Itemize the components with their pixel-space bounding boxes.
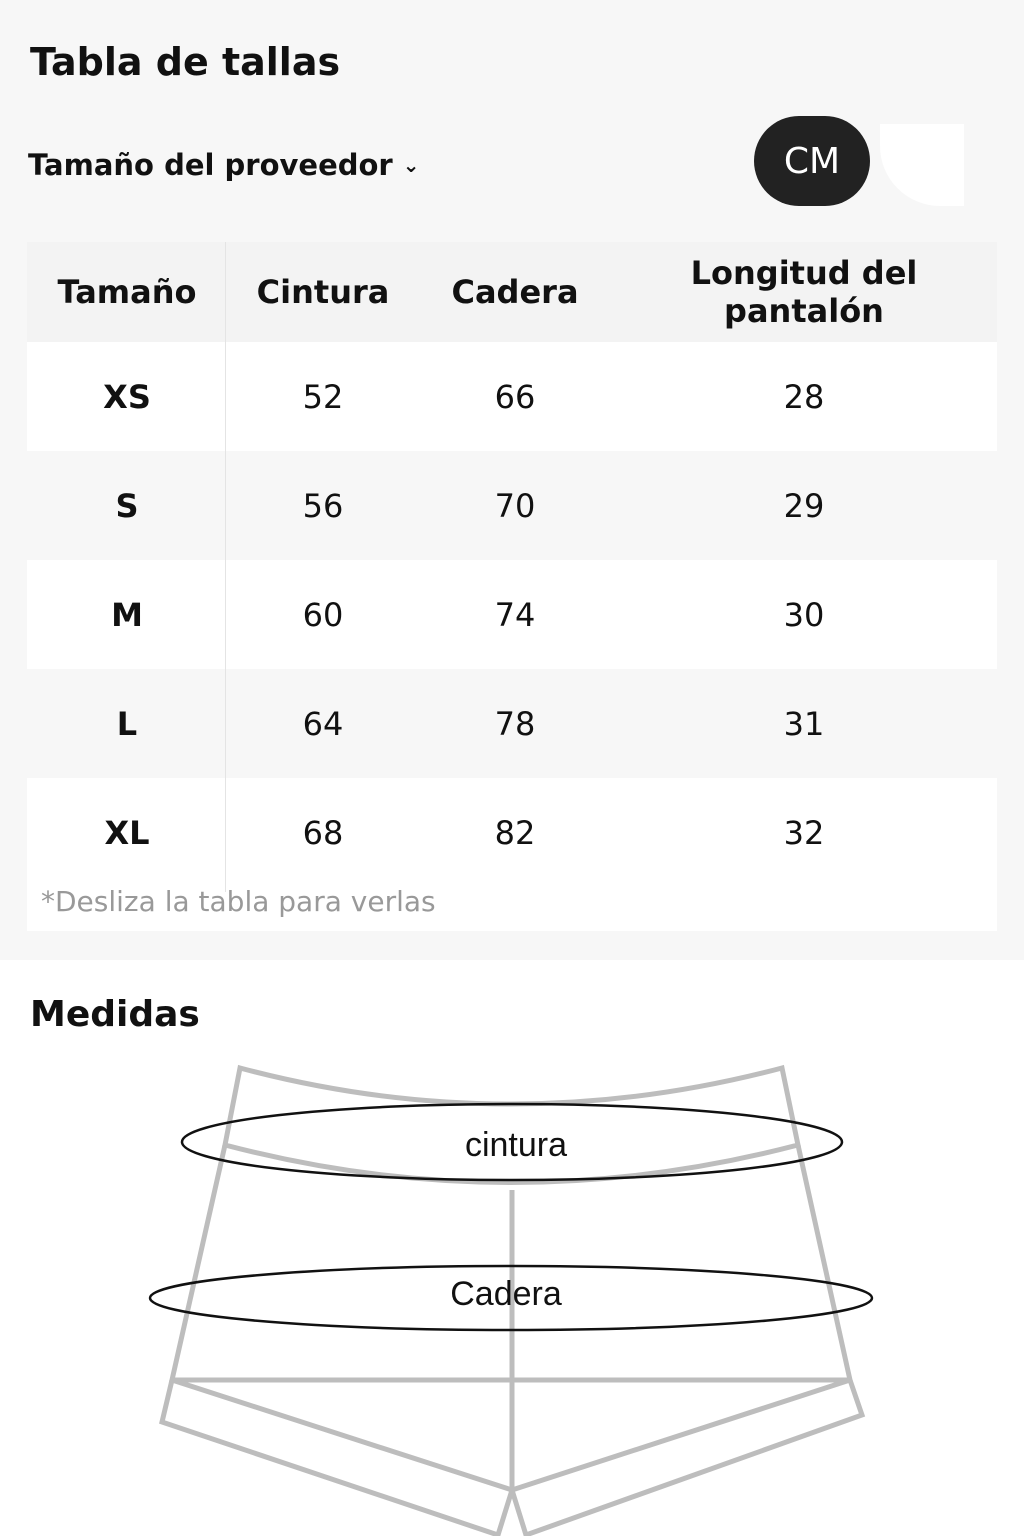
table-row: M 60 74 30: [27, 560, 997, 669]
size-table[interactable]: Tamaño Cintura Cadera Longitud del panta…: [27, 242, 997, 931]
table-row: XL 68 82 32: [27, 778, 997, 887]
hip-measure-line: [148, 1264, 874, 1332]
cell-size: XL: [104, 813, 150, 852]
header-hip: Cadera: [451, 273, 579, 311]
shorts-diagram: cintura Cadera: [148, 1064, 874, 1536]
table-row: XS 52 66 28: [27, 342, 997, 451]
cell-length: 31: [783, 704, 825, 743]
cell-size: M: [111, 595, 143, 634]
cell-size: L: [116, 704, 138, 743]
measurements-title: Medidas: [30, 994, 200, 1035]
header-waist: Cintura: [256, 273, 390, 311]
cell-waist: 56: [302, 486, 344, 525]
cell-hip: 78: [494, 704, 536, 743]
page-title: Tabla de tallas: [30, 40, 341, 84]
cell-length: 32: [783, 813, 825, 852]
cell-size: S: [115, 486, 139, 525]
supplier-size-label: Tamaño del proveedor: [28, 148, 393, 182]
cell-length: 29: [783, 486, 825, 525]
cell-waist: 60: [302, 595, 344, 634]
cell-waist: 68: [302, 813, 344, 852]
cell-hip: 70: [494, 486, 536, 525]
unit-cm-button[interactable]: CM: [754, 116, 870, 206]
waist-label: cintura: [465, 1126, 567, 1164]
table-row: L 64 78 31: [27, 669, 997, 778]
chevron-down-icon: ⌄: [402, 153, 420, 177]
cell-size: XS: [103, 377, 151, 416]
scroll-hint: *Desliza la tabla para verlas: [41, 885, 436, 918]
unit-toggle[interactable]: CM: [754, 116, 964, 208]
header-size: Tamaño: [57, 273, 197, 311]
cell-hip: 74: [494, 595, 536, 634]
cell-hip: 66: [494, 377, 536, 416]
hip-label: Cadera: [450, 1275, 562, 1313]
header-length: Longitud del pantalón: [690, 254, 918, 330]
table-row: S 56 70 29: [27, 451, 997, 560]
supplier-size-dropdown[interactable]: Tamaño del proveedor ⌄: [28, 148, 420, 182]
waist-measure-line: [180, 1102, 844, 1182]
table-footer: *Desliza la tabla para verlas: [27, 885, 997, 931]
column-divider: [225, 242, 226, 892]
cell-length: 30: [783, 595, 825, 634]
table-header: Tamaño Cintura Cadera Longitud del panta…: [27, 242, 997, 342]
cell-waist: 52: [302, 377, 344, 416]
unit-inch-button[interactable]: [880, 124, 964, 206]
cell-hip: 82: [494, 813, 536, 852]
cell-length: 28: [783, 377, 825, 416]
cell-waist: 64: [302, 704, 344, 743]
shorts-outline: [159, 1064, 866, 1536]
